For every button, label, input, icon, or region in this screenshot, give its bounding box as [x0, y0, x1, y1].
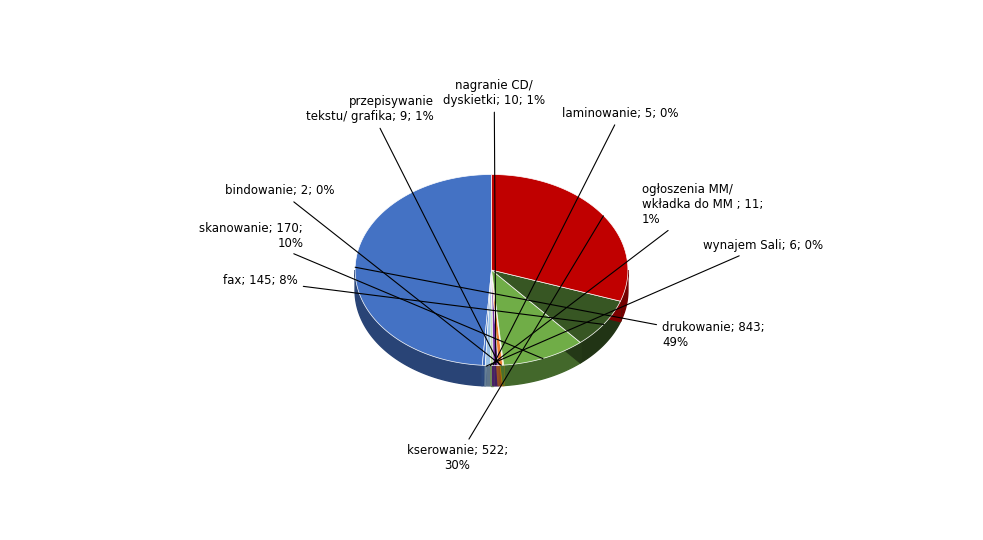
Polygon shape: [493, 366, 498, 386]
Polygon shape: [483, 270, 492, 386]
Polygon shape: [483, 365, 486, 386]
Polygon shape: [491, 366, 493, 386]
Polygon shape: [492, 270, 580, 363]
Polygon shape: [492, 270, 620, 342]
Polygon shape: [620, 270, 628, 322]
Polygon shape: [492, 270, 498, 366]
Text: przepisywanie
tekstu/ grafika; 9; 1%: przepisywanie tekstu/ grafika; 9; 1%: [307, 95, 499, 364]
Text: skanowanie; 170;
10%: skanowanie; 170; 10%: [200, 222, 543, 359]
Text: ogłoszenia MM/
wkładka do MM ; 11;
1%: ogłoszenia MM/ wkładka do MM ; 11; 1%: [491, 183, 763, 366]
Polygon shape: [492, 174, 628, 301]
Polygon shape: [483, 270, 492, 386]
Polygon shape: [502, 365, 503, 386]
Polygon shape: [483, 270, 492, 366]
Polygon shape: [492, 270, 503, 365]
Text: bindowanie; 2; 0%: bindowanie; 2; 0%: [225, 184, 501, 366]
Polygon shape: [492, 270, 620, 322]
Polygon shape: [486, 270, 492, 386]
Polygon shape: [491, 270, 493, 366]
Polygon shape: [492, 270, 502, 386]
Polygon shape: [492, 270, 580, 363]
Polygon shape: [486, 270, 492, 366]
Polygon shape: [486, 270, 492, 386]
Polygon shape: [492, 270, 503, 386]
Polygon shape: [580, 301, 620, 363]
Polygon shape: [492, 270, 503, 386]
Text: nagranie CD/
dyskietki; 10; 1%: nagranie CD/ dyskietki; 10; 1%: [443, 79, 546, 364]
Polygon shape: [492, 270, 498, 386]
Text: laminowanie; 5; 0%: laminowanie; 5; 0%: [493, 106, 679, 365]
Text: kserowanie; 522;
30%: kserowanie; 522; 30%: [407, 216, 604, 472]
Polygon shape: [492, 270, 502, 386]
Text: fax; 145; 8%: fax; 145; 8%: [223, 274, 604, 325]
Polygon shape: [498, 365, 502, 386]
Polygon shape: [492, 270, 493, 386]
Text: wynajem Sali; 6; 0%: wynajem Sali; 6; 0%: [487, 239, 823, 366]
Polygon shape: [486, 366, 491, 386]
Polygon shape: [492, 270, 580, 365]
Polygon shape: [492, 270, 502, 366]
Polygon shape: [492, 270, 620, 322]
Polygon shape: [355, 270, 483, 386]
Polygon shape: [492, 270, 498, 386]
Text: drukowanie; 843;
49%: drukowanie; 843; 49%: [355, 267, 765, 349]
Polygon shape: [492, 270, 493, 386]
Polygon shape: [503, 342, 580, 386]
Polygon shape: [355, 174, 492, 365]
